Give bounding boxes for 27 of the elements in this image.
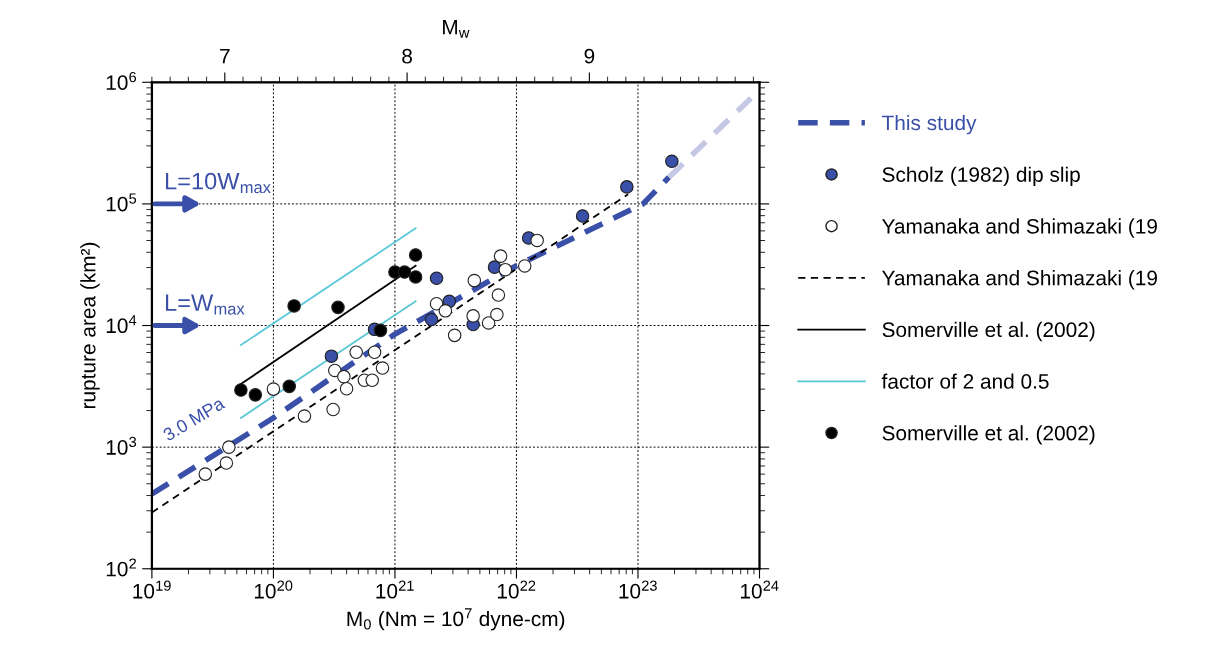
annotation: L=W$_{max}$ <box>165 294 245 315</box>
y-tick-label: 10$^{6}$ <box>106 71 137 90</box>
y-tick-label: 10$^{4}$ <box>106 315 137 334</box>
x2-axis-title: M$_{w}$ <box>443 20 470 38</box>
x-axis-title: M$_{0}$ (Nm = 10$^{7}$ dyne-cm) <box>347 608 565 631</box>
legend-label: Yamanaka and Shimazaki (19 <box>882 218 1157 238</box>
x-tick-label: 10$^{21}$ <box>376 580 414 599</box>
x-tick-label: 10$^{22}$ <box>497 580 536 599</box>
legend-label: factor of 2 and 0.5 <box>881 373 1049 389</box>
annotation: L=10W$_{max}$ <box>165 172 271 194</box>
legend-label: Yamanaka and Shimazaki (19 <box>882 270 1157 290</box>
x-tick-label: 10$^{19}$ <box>133 580 171 599</box>
legend-label: Somerville et al. (2002) <box>882 321 1095 342</box>
x2-tick-label: 8 <box>402 48 412 64</box>
legend-label: This study <box>882 114 977 135</box>
x2-tick-label: 7 <box>220 49 230 64</box>
x-tick-label: 10$^{24}$ <box>740 580 779 599</box>
legend-label: Scholz (1982) dip slip <box>882 166 1080 187</box>
y-axis-title: rupture area (km²) <box>80 242 100 409</box>
legend-label: Somerville et al. (2002) <box>882 425 1095 445</box>
y-tick-label: 10$^{3}$ <box>106 436 137 455</box>
y-tick-label: 10$^{5}$ <box>106 193 137 212</box>
annotation: 3.0 MPa <box>162 396 226 442</box>
y-tick-label: 10$^{2}$ <box>106 558 136 577</box>
x2-tick-label: 9 <box>584 48 595 64</box>
x-tick-label: 10$^{23}$ <box>619 580 657 599</box>
x-tick-label: 10$^{20}$ <box>254 580 293 599</box>
